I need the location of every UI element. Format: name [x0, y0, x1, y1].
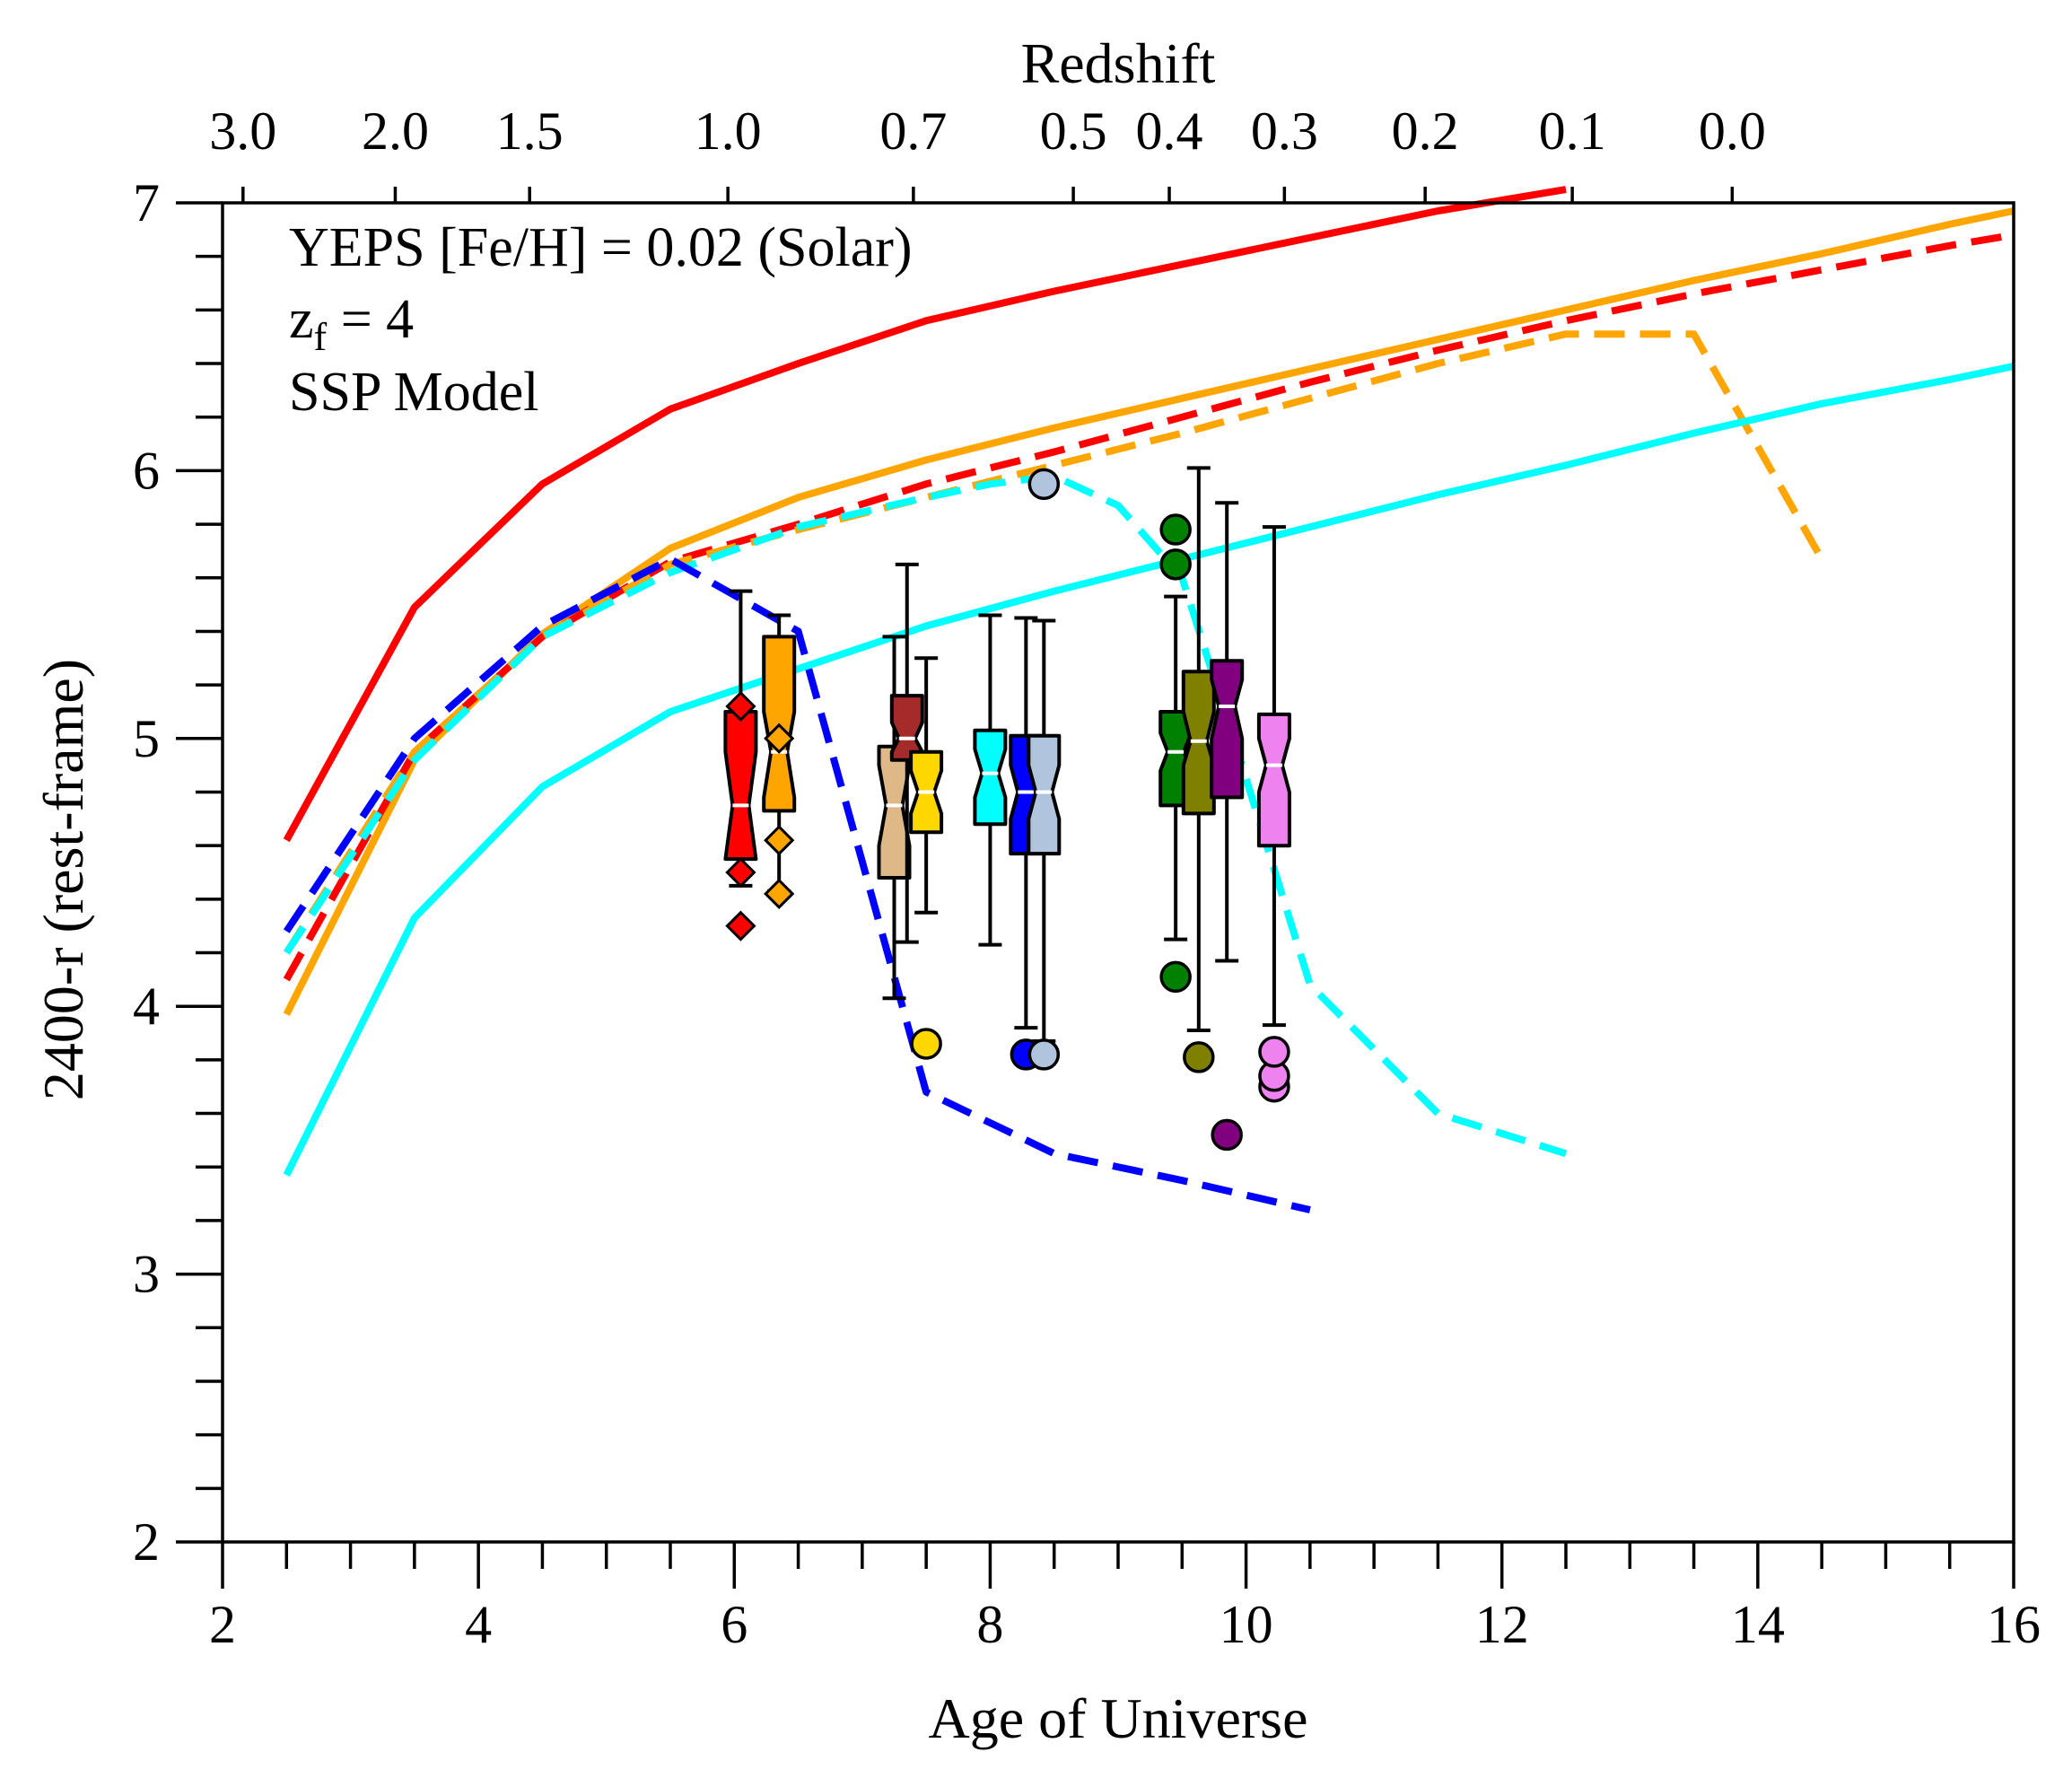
box-plot: [1256, 525, 1291, 1103]
outlier-point: [764, 825, 795, 856]
annotation-zf-sub: f: [314, 315, 328, 359]
y-tick-label: 4: [133, 977, 160, 1036]
box-body: [723, 710, 758, 862]
y-tick-label: 2: [133, 1512, 160, 1572]
plot-frame: [221, 201, 2015, 1544]
box-body: [1256, 712, 1291, 848]
outlier-point: [1027, 1038, 1061, 1071]
annotation-zf-base: z: [289, 289, 314, 350]
box-plot: [1027, 468, 1062, 1071]
annotation-ssp: SSP Model: [289, 362, 539, 423]
top-tick-label: 0.3: [1251, 101, 1318, 161]
top-tick-label: 3.0: [209, 101, 276, 161]
series-line-orange-solid: [283, 207, 2015, 1016]
y-tick-label: 7: [133, 173, 160, 232]
box-body: [973, 728, 1008, 827]
y-tick-label: 6: [133, 441, 160, 500]
outlier-point: [725, 910, 756, 942]
annotation-zf-value: = 4: [327, 289, 414, 350]
top-tick-label: 1.0: [695, 101, 762, 161]
box-plot: [973, 613, 1008, 947]
x-tick-label: 2: [209, 1595, 236, 1654]
outlier-point: [764, 723, 795, 754]
top-tick-label: 0.7: [879, 101, 947, 161]
top-tick-label: 1.5: [496, 101, 564, 161]
annotation-model: YEPS [Fe/H] = 0.02 (Solar): [289, 217, 913, 278]
x-tick-label: 10: [1220, 1595, 1273, 1654]
series-line-orange-dashed: [283, 330, 1825, 955]
top-tick-label: 0.4: [1136, 101, 1203, 161]
outlier-point: [1258, 1036, 1290, 1068]
y-tick-label: 5: [133, 709, 160, 768]
top-tick-label: 0.0: [1699, 101, 1766, 161]
y-axis-title: 2400-r (rest-frame): [31, 659, 95, 1100]
outlier-point: [725, 690, 756, 723]
x-tick-label: 4: [465, 1595, 492, 1654]
box-plot: [762, 613, 797, 909]
outlier-point: [725, 856, 756, 889]
top-tick-label: 2.0: [362, 101, 429, 161]
series-line-red-solid: [283, 186, 1567, 843]
top-tick-label: 0.5: [1040, 101, 1107, 161]
annotation-zf: zf = 4: [289, 289, 414, 359]
box-plot: [909, 656, 944, 1060]
top-tick-label: 0.1: [1539, 101, 1606, 161]
axis-ticks: 2 4 6 8 10 12 14 16 2 3 4 5 6 7 3.0 2.0 1.5 1.0 0.7 0.5 0.4 0…: [133, 101, 2041, 1654]
outlier-point: [764, 878, 795, 909]
y-tick-label: 3: [133, 1245, 160, 1304]
x-axis-title: Age of Universe: [929, 1686, 1308, 1750]
outlier-point: [1159, 548, 1192, 581]
outlier-point: [1183, 1041, 1215, 1073]
x-tick-label: 6: [721, 1595, 747, 1654]
top-tick-label: 0.2: [1392, 101, 1459, 161]
outlier-point: [1159, 513, 1192, 546]
box-plot: [889, 562, 924, 944]
series-lines: [283, 186, 2015, 1213]
series-line-cyan-dashed: [283, 472, 1568, 1158]
top-axis-title: Redshift: [1021, 31, 1216, 95]
box-body: [1210, 659, 1245, 800]
box-plot: [1210, 501, 1245, 1152]
x-tick-label: 14: [1731, 1595, 1785, 1654]
outlier-point: [1027, 468, 1061, 501]
box-body: [1027, 733, 1062, 856]
outlier-point: [1159, 960, 1192, 994]
series-line-blue-dashed: [283, 555, 1311, 1213]
outlier-point: [1211, 1118, 1243, 1152]
x-tick-label: 16: [1987, 1595, 2041, 1654]
box-plots: [723, 466, 1291, 1152]
box-plot: [723, 589, 758, 942]
x-tick-label: 12: [1475, 1595, 1529, 1654]
x-tick-label: 8: [976, 1595, 1003, 1654]
outlier-point: [910, 1028, 942, 1060]
box-body: [877, 744, 912, 880]
box-plot: [1181, 466, 1216, 1073]
